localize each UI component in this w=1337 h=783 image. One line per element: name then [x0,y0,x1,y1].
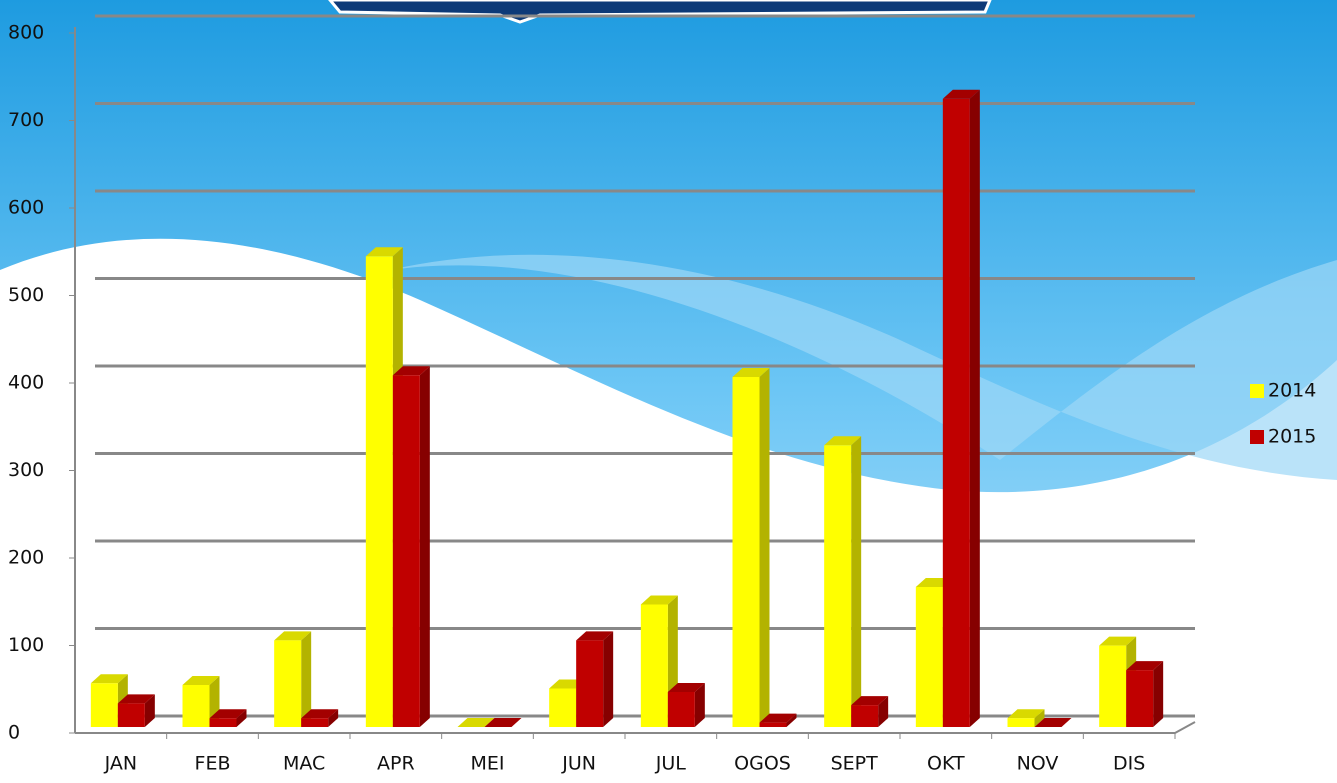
legend-label: 2015 [1268,426,1316,448]
y-tick-label: 600 [8,197,44,219]
bar-face [824,445,851,727]
bar [118,694,155,727]
chart: 0 100 200 300 400 500 600 700 800 JAN FEB MAC APR MEI… [0,0,1337,779]
x-tick-label: MEI [470,753,504,775]
bar-face [1008,718,1035,727]
bar [576,631,613,727]
y-tick-label: 400 [8,372,44,394]
bar-face [301,718,328,727]
x-tick-label: JUN [561,753,596,775]
bar-face [210,718,237,727]
bar-face [851,436,861,727]
y-tick-label: 300 [8,459,44,481]
bar-face [393,375,420,727]
y-tick-label: 100 [8,634,44,656]
x-tick-label: DIS [1113,753,1145,775]
bar [668,683,705,727]
bar-face [760,723,787,727]
y-tick-label: 700 [8,109,44,131]
x-tick-label: OKT [927,753,965,775]
bar-face [641,605,668,728]
y-tick-label: 200 [8,547,44,569]
legend-swatch [1250,430,1264,444]
legend-swatch [1250,384,1264,398]
y-tick-label: 500 [8,284,44,306]
x-tick-label: NOV [1017,753,1059,775]
bar-face [118,703,145,727]
bar-face [603,631,613,727]
x-tick-label: JAN [104,753,137,775]
bar [1126,661,1163,727]
x-tick-label: JUL [655,753,687,775]
bar-face [549,689,576,728]
bar-face [91,683,118,727]
bar-face [851,705,878,727]
bar [274,631,311,727]
bar-face [183,685,210,727]
bar-face [668,692,695,727]
y-tick-label: 0 [8,722,20,744]
x-tick-label: FEB [195,753,231,775]
bar [851,696,888,727]
bar-face [366,256,393,727]
bar-face [576,640,603,727]
legend-label: 2014 [1268,380,1316,402]
y-tick-label: 800 [8,22,44,44]
bar-face [1126,670,1153,727]
bar-face [1153,661,1163,727]
x-tick-label: OGOS [734,753,791,775]
bar [943,90,980,727]
x-tick-label: SEPT [831,753,879,775]
x-tick-label: APR [377,753,415,775]
bar [824,436,861,727]
bar-face [420,366,430,727]
bar [733,368,770,727]
bar-face [970,90,980,727]
bar-face [1099,646,1126,727]
bar [393,366,430,727]
x-tick-label: MAC [283,753,325,775]
bar-face [733,377,760,727]
bar-face [274,640,301,727]
bar-face [943,99,970,727]
bar-face [760,368,770,727]
bar-face [916,587,943,727]
